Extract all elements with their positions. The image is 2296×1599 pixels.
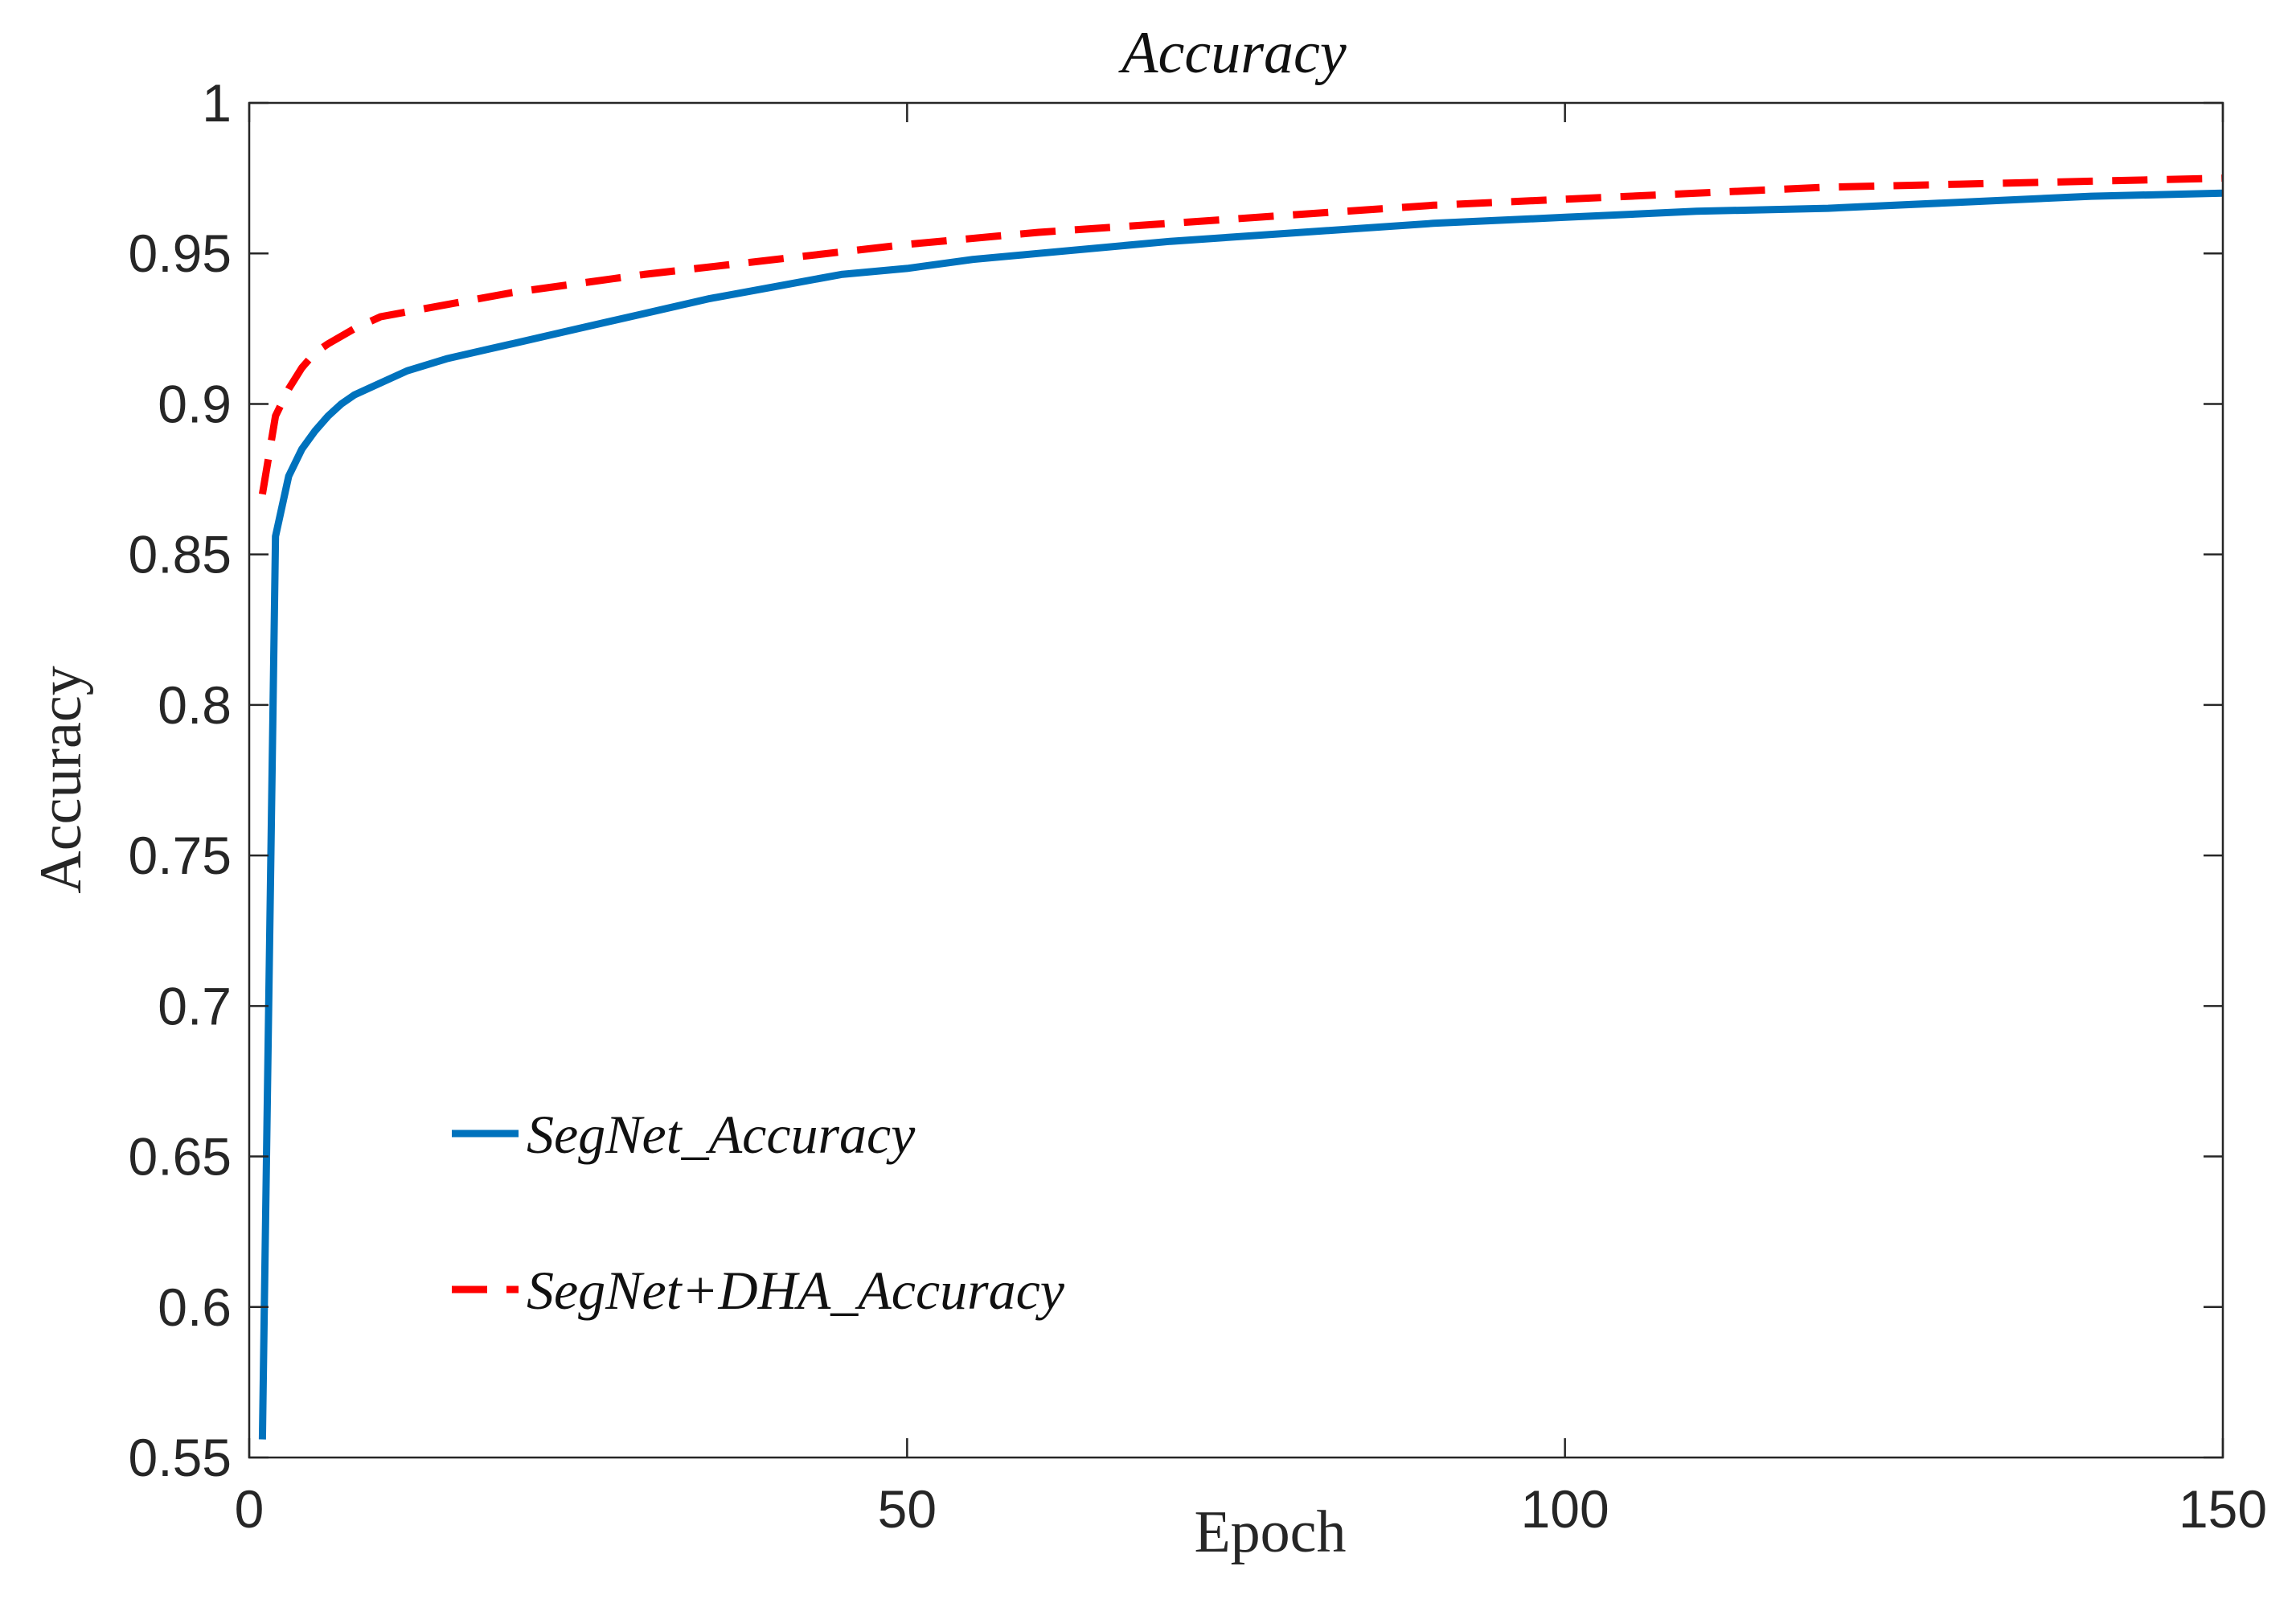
y-tick-label: 0.65 <box>129 1127 232 1187</box>
y-tick-label: 0.6 <box>158 1277 232 1337</box>
y-tick-label: 0.9 <box>158 374 232 433</box>
y-tick-label: 0.55 <box>129 1428 232 1487</box>
y-tick-label: 0.8 <box>158 675 232 735</box>
x-tick-labels: 0 50 100 150 <box>235 1479 2267 1539</box>
series-line-segnet-dha <box>258 174 2224 495</box>
y-tick-label: 0.7 <box>158 976 232 1035</box>
y-axis-label: Accuracy <box>28 666 94 893</box>
series-line-segnet <box>258 189 2224 1440</box>
y-tick-label: 0.95 <box>129 223 232 283</box>
legend-label-segnet: SegNet_Accuracy <box>527 1104 916 1165</box>
x-tick-label: 0 <box>235 1479 264 1539</box>
y-tick-label: 0.75 <box>129 826 232 885</box>
y-tick-label: 1 <box>202 73 232 133</box>
axis-ticks <box>248 101 2224 1459</box>
legend-label-segnet-dha: SegNet+DHA_Accuracy <box>527 1260 1065 1321</box>
chart-title: Accuracy <box>1117 20 1347 86</box>
x-tick-label: 50 <box>878 1479 937 1539</box>
plot-lines <box>258 174 2224 1440</box>
y-tick-label: 0.85 <box>129 525 232 584</box>
plot-area-frame <box>248 101 2224 1459</box>
x-tick-label: 150 <box>2179 1479 2267 1539</box>
x-tick-label: 100 <box>1521 1479 1609 1539</box>
legend: SegNet_Accuracy SegNet+DHA_Accuracy <box>452 1104 1065 1321</box>
y-tick-labels: 0.55 0.6 0.65 0.7 0.75 0.8 0.85 0.9 0.95 1 <box>129 73 232 1487</box>
x-axis-label: Epoch <box>1194 1499 1346 1565</box>
